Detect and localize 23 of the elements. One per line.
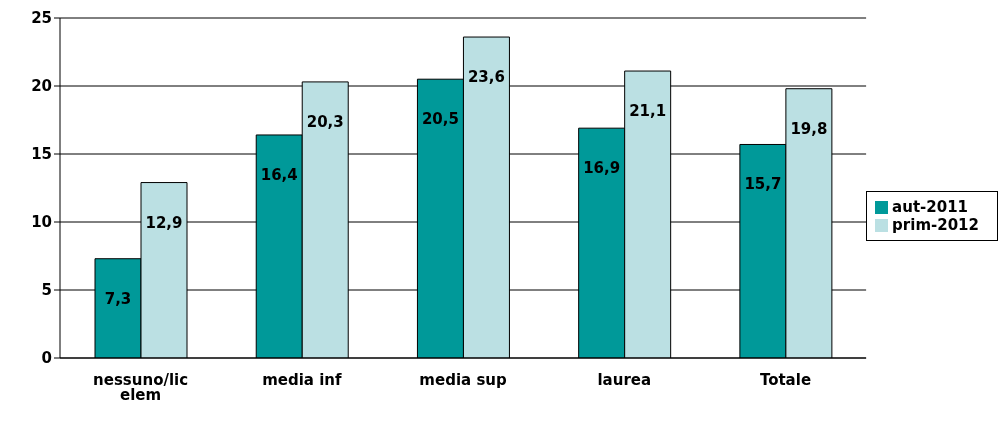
y-tick-label: 25: [31, 9, 52, 28]
data-label: 20,5: [421, 110, 459, 129]
data-label: 7,3: [104, 289, 132, 308]
x-tick-label: laurea: [597, 370, 652, 389]
data-label: 23,6: [467, 68, 505, 87]
x-tick-label: nessuno/lic elem: [93, 370, 189, 404]
y-tick-label: 0: [41, 349, 52, 368]
data-label: 20,3: [306, 112, 344, 131]
data-label: 21,1: [629, 102, 667, 121]
y-tick-label: 5: [41, 281, 52, 300]
data-label: 16,9: [583, 159, 621, 178]
legend-label: prim-2012: [892, 215, 979, 234]
data-label: 16,4: [260, 165, 298, 184]
x-tick-label: media sup: [419, 370, 507, 389]
legend-label: aut-2011: [892, 197, 969, 216]
data-label: 19,8: [790, 119, 828, 138]
y-tick-label: 20: [31, 77, 52, 96]
data-label: 12,9: [145, 213, 183, 232]
data-label: 15,7: [744, 175, 782, 194]
x-tick-label: media inf: [262, 370, 342, 389]
y-tick-label: 10: [31, 213, 52, 232]
y-tick-label: 15: [31, 145, 52, 164]
x-tick-label: Totale: [759, 370, 812, 389]
